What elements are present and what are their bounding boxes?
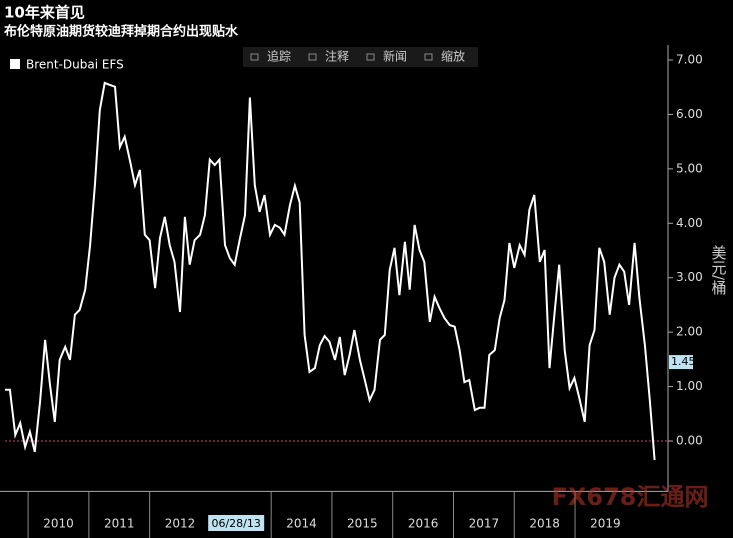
y-tick-label: 4.00	[676, 216, 703, 230]
y-axis-label: 美元/桶	[710, 245, 728, 295]
legend-label: Brent-Dubai EFS	[26, 58, 124, 72]
legend-swatch	[10, 59, 20, 69]
series-line	[5, 81, 656, 461]
x-tick-label: 2017	[469, 517, 500, 531]
y-tick-label: 6.00	[676, 107, 703, 121]
x-tick-label: 2010	[43, 517, 74, 531]
toolbar-icon	[308, 53, 317, 61]
y-tick-label: 0.00	[676, 434, 703, 448]
toolbar-item[interactable]: 新闻	[383, 49, 407, 64]
x-tick-label: 2019	[590, 517, 621, 531]
x-tick-label: 2015	[347, 517, 378, 531]
y-tick-label: 1.00	[676, 379, 703, 393]
y-tick-label: 2.00	[676, 325, 703, 339]
toolbar-icon	[424, 53, 433, 61]
toolbar	[243, 47, 478, 67]
y-tick-label: 7.00	[676, 53, 703, 67]
watermark: FX678汇通网	[552, 483, 709, 511]
date-marker-bg	[208, 515, 265, 531]
date-marker: 06/28/13	[211, 517, 260, 530]
x-tick-label: 2018	[529, 517, 560, 531]
toolbar-icon	[366, 53, 375, 61]
y-tick-label: 3.00	[676, 270, 703, 284]
current-value-bg	[669, 355, 693, 370]
chart-title: 10年来首见	[4, 4, 85, 22]
x-tick-label: 2011	[104, 517, 135, 531]
toolbar-item[interactable]: 注释	[325, 49, 349, 64]
toolbar-item[interactable]: 缩放	[441, 49, 465, 64]
x-tick-label: 2012	[165, 517, 196, 531]
x-tick-label: 2016	[408, 517, 439, 531]
chart-subtitle: 布伦特原油期货较迪拜掉期合约出现贴水	[4, 24, 239, 40]
current-value-label: 1.45	[671, 355, 696, 368]
x-tick-label: 2014	[286, 517, 317, 531]
toolbar-icon	[250, 53, 259, 61]
y-tick-label: 5.00	[676, 161, 703, 175]
toolbar-item[interactable]: 追踪	[267, 49, 291, 64]
